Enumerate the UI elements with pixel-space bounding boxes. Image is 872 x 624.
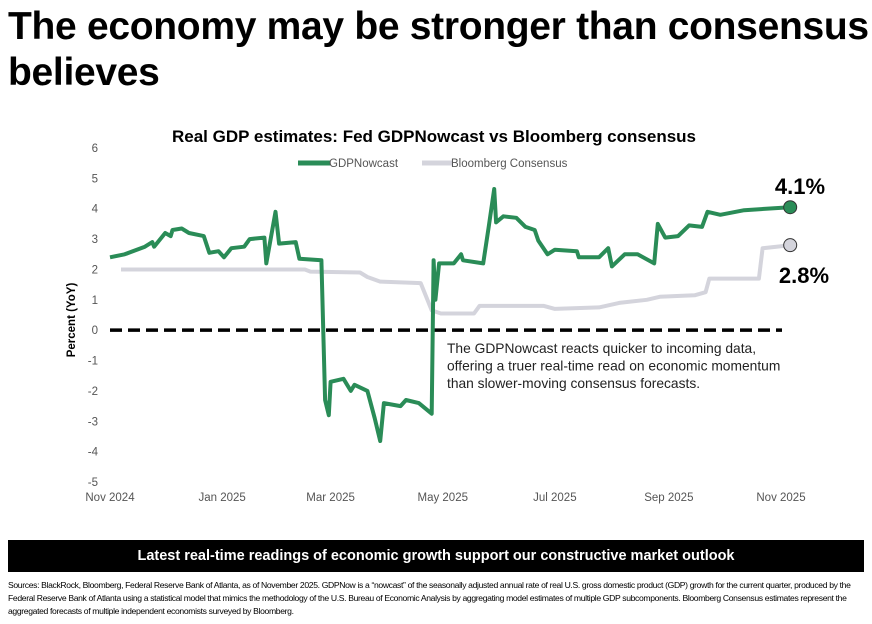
y-tick-label: 0	[92, 325, 98, 337]
y-tick-label: -1	[88, 356, 98, 368]
y-tick-label: -2	[88, 386, 98, 398]
y-axis-title: Percent (YoY)	[66, 283, 78, 358]
end-marker	[783, 200, 798, 215]
x-tick-label: Jan 2025	[198, 492, 245, 504]
x-tick-label: Nov 2025	[756, 492, 805, 504]
series-line-gdpnowcast	[109, 187, 791, 443]
footnote: Sources: BlackRock, Bloomberg, Federal R…	[8, 580, 851, 616]
annotation-line: offering a truer real-time read on econo…	[447, 359, 780, 374]
x-tick-label: Jul 2025	[533, 492, 576, 504]
conclusion-banner: Latest real-time readings of economic gr…	[8, 540, 864, 572]
x-tick-label: Nov 2024	[85, 492, 135, 504]
annotation-line: The GDPNowcast reacts quicker to incomin…	[447, 341, 756, 356]
end-label-consensus: 2.8%	[779, 263, 829, 288]
gdp-line-chart: 6 5 4 3 2 1 0 -1 -2 -3 -4 -5 Nov 2024 Jan 2025 Mar 202…	[66, 143, 829, 504]
x-tick-label: May 2025	[417, 492, 468, 504]
headline: The economy may be stronger than consens…	[8, 5, 869, 94]
y-tick-label: 3	[92, 234, 98, 246]
y-tick-label: 6	[92, 143, 98, 155]
y-tick-label: 5	[92, 173, 98, 185]
annotation-line: than slower-moving consensus forecasts.	[447, 376, 700, 391]
y-tick-label: 1	[92, 295, 98, 307]
end-marker	[783, 238, 798, 253]
legend-label: GDPNowcast	[329, 158, 399, 170]
x-tick-label: Mar 2025	[306, 492, 355, 504]
y-tick-label: -3	[88, 416, 98, 428]
chart-title: Real GDP estimates: Fed GDPNowcast vs Bl…	[0, 127, 872, 147]
y-tick-label: -4	[88, 447, 99, 459]
legend-label: Bloomberg Consensus	[451, 158, 568, 170]
end-label-gdpnowcast: 4.1%	[775, 174, 825, 199]
series-line-bloomberg-consensus	[121, 243, 791, 316]
chart-title-text: Real GDP estimates: Fed GDPNowcast vs Bl…	[171, 127, 696, 146]
y-tick-label: 2	[92, 264, 98, 276]
y-tick-label: -5	[88, 477, 98, 489]
x-tick-label: Sep 2025	[644, 492, 693, 504]
y-tick-label: 4	[92, 204, 99, 216]
